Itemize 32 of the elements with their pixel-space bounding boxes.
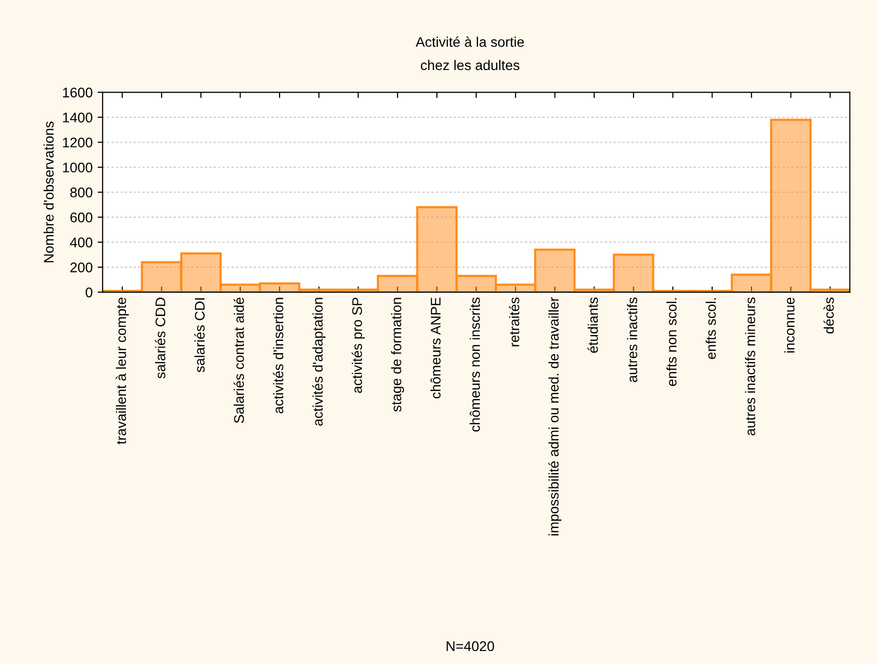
y-tick-label: 1400 bbox=[63, 112, 92, 122]
x-tick-label: activités d'adaptation bbox=[312, 298, 326, 426]
x-tick-label: salariés CDD bbox=[154, 298, 166, 378]
x-tick-label: chômeurs non inscrits bbox=[470, 298, 480, 432]
x-tick-label: activités pro SP bbox=[352, 298, 365, 393]
y-tick-label: 800 bbox=[70, 188, 92, 198]
x-tick-label: retraités bbox=[508, 298, 520, 346]
y-axis-title: Nombre d'observations bbox=[43, 122, 54, 262]
x-tick-label: salariés CDI bbox=[194, 298, 205, 372]
text: N=4020 bbox=[446, 641, 494, 652]
y-tick-label: 600 bbox=[70, 212, 92, 222]
x-tick-label: inconnue bbox=[784, 298, 795, 352]
x-tick-label: travaillent à leur compte bbox=[116, 298, 129, 444]
x-tick-label: activités d'insertion bbox=[272, 298, 284, 414]
chart-title: Activité à la sortie bbox=[416, 36, 524, 47]
y-tick-label: 1600 bbox=[63, 88, 92, 98]
x-tick-label: autres inactifs mineurs bbox=[745, 298, 756, 436]
y-tick-label: 0 bbox=[86, 287, 92, 298]
x-tick-label: autres inactifs bbox=[627, 298, 638, 382]
x-tick-label: chômeurs ANPE bbox=[430, 298, 441, 398]
y-tick-label: 1200 bbox=[63, 138, 92, 148]
x-tick-label: enfts scol. bbox=[706, 298, 716, 359]
x-tick-label: impossibilité admi ou med. de travailler bbox=[548, 297, 562, 536]
x-tick-label: étudiants bbox=[588, 298, 598, 353]
x-tick-label: Salariés contrat aidé bbox=[234, 298, 244, 423]
chart-subtitle: chez les adultes bbox=[420, 60, 520, 70]
y-tick-label: 200 bbox=[70, 262, 92, 272]
y-tick-label: 400 bbox=[70, 238, 92, 248]
x-tick-label: enfts non scol. bbox=[666, 298, 677, 386]
y-tick-label: 1000 bbox=[63, 162, 92, 172]
x-tick-label: stage de formation bbox=[391, 298, 404, 412]
x-tick-label: décès bbox=[824, 298, 834, 334]
